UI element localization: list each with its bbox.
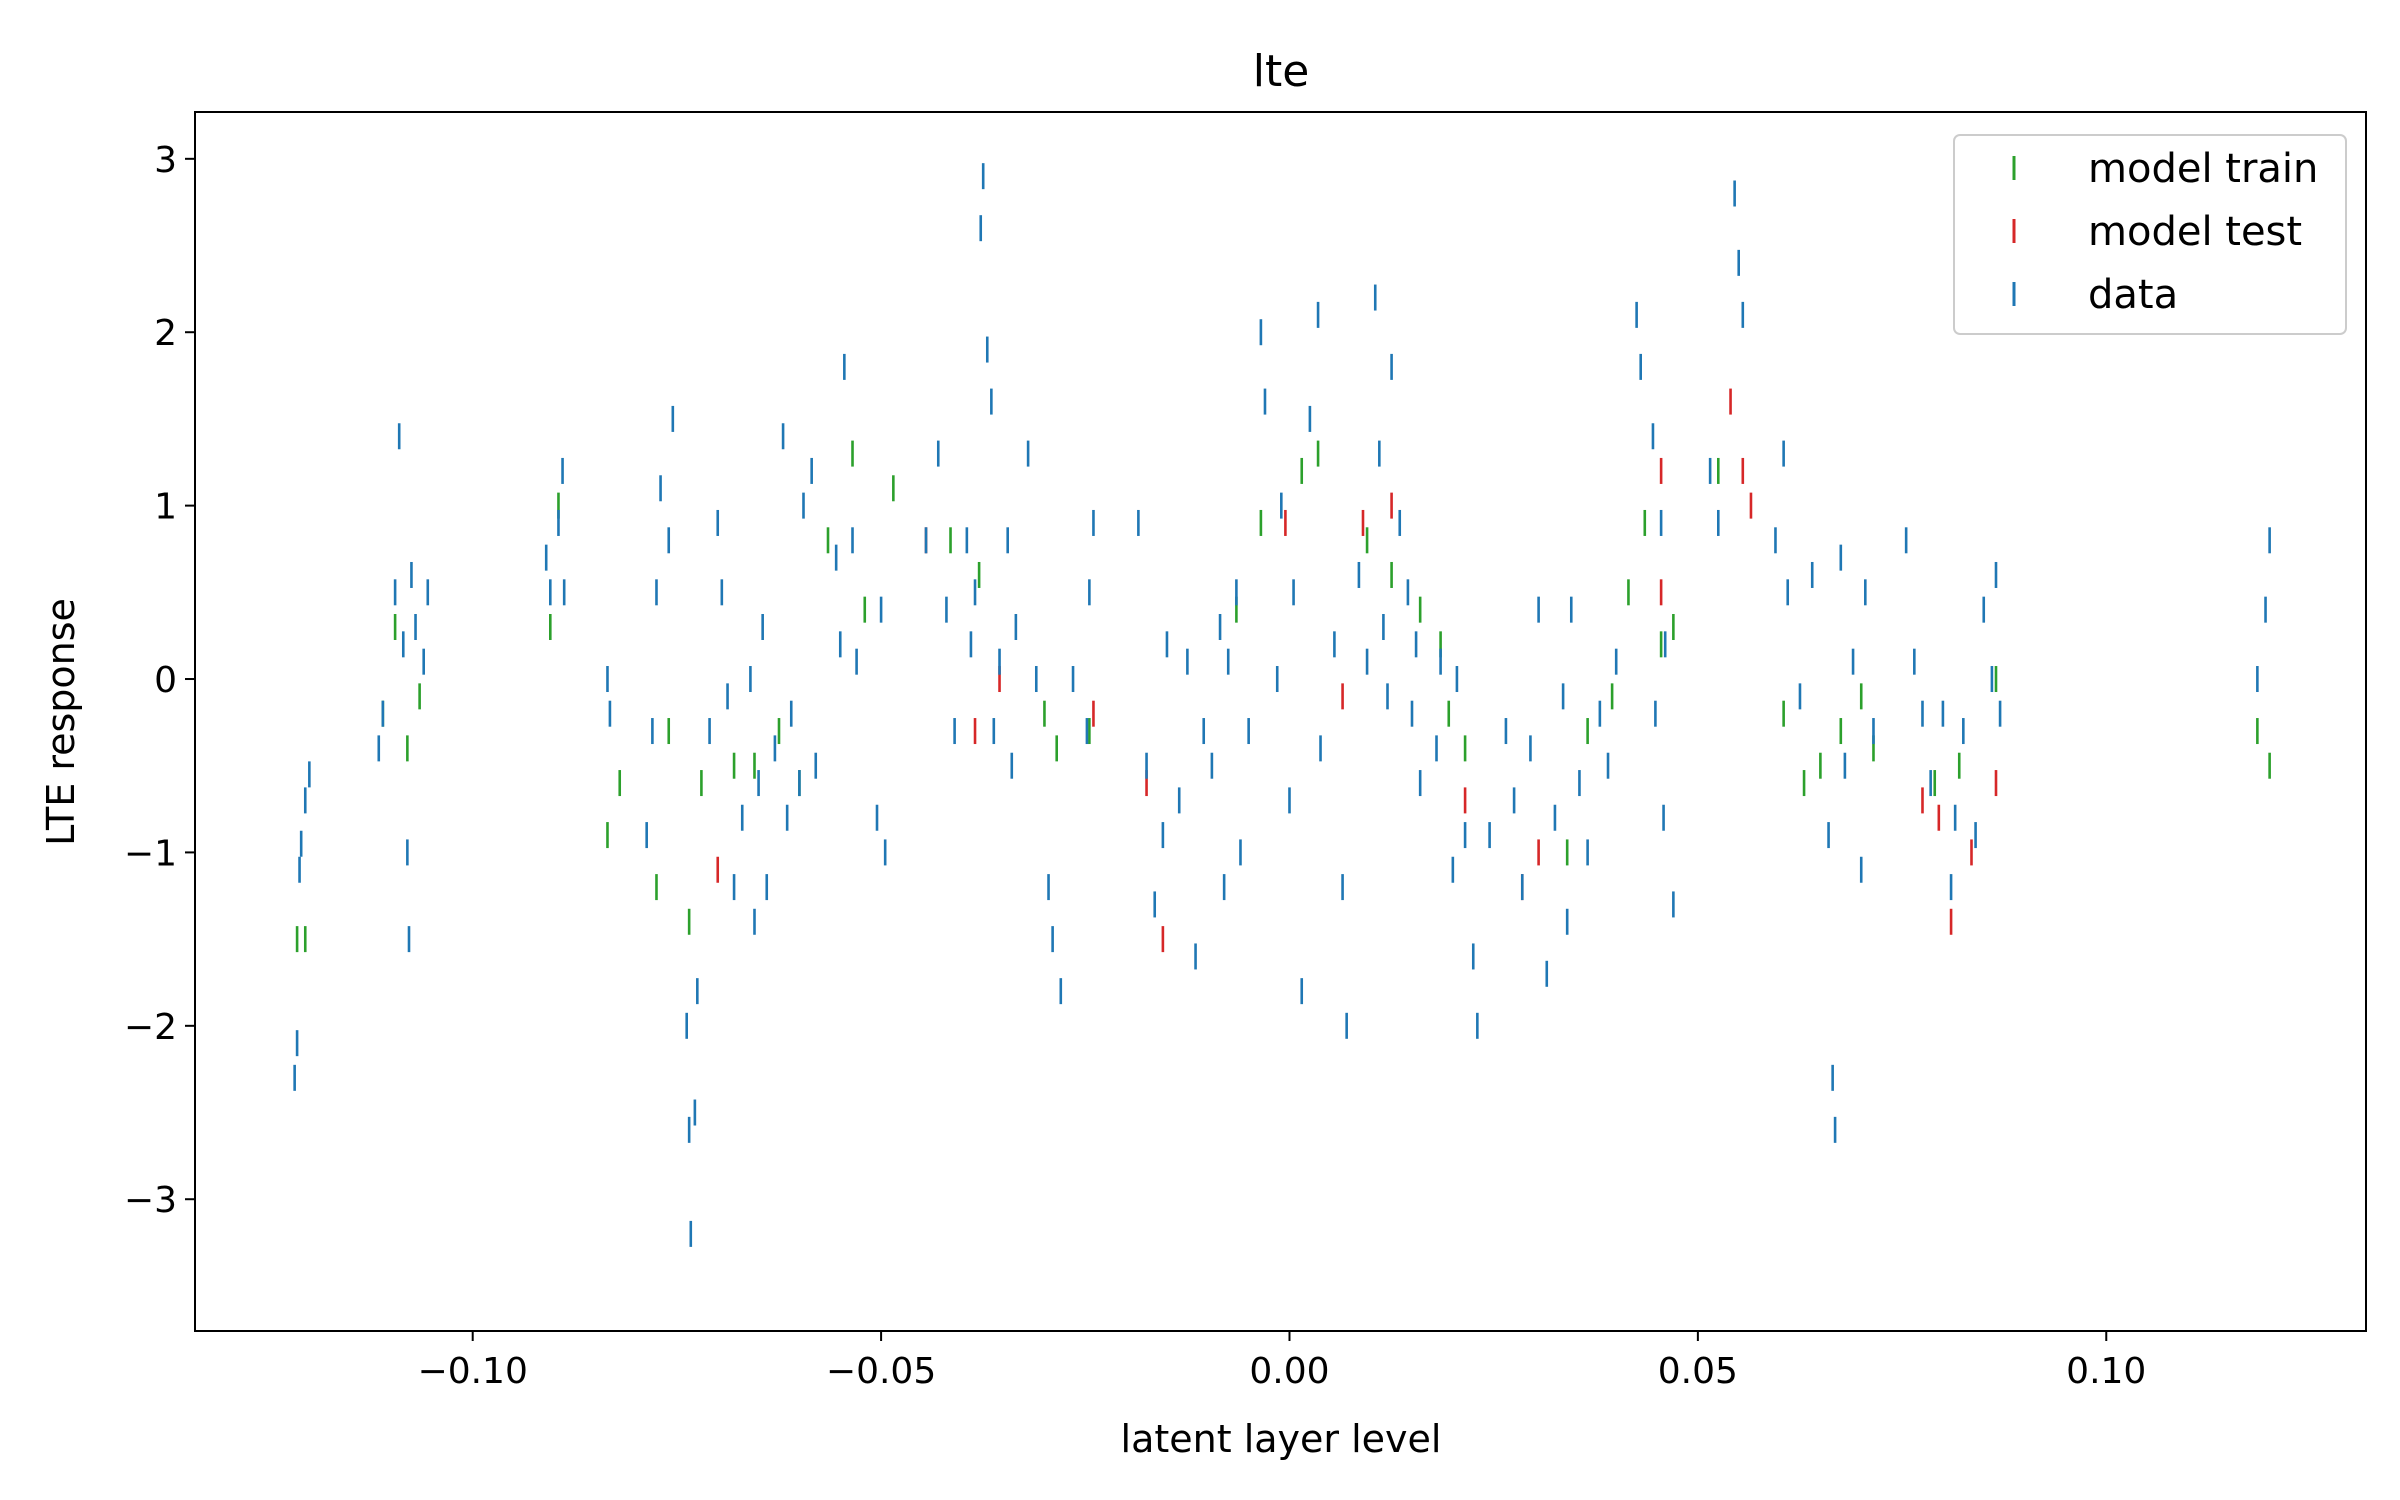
legend-box bbox=[1953, 134, 2347, 335]
y-tick-label: 2 bbox=[154, 313, 177, 354]
x-tick-label: 0.00 bbox=[1249, 1351, 1329, 1392]
plot-marks bbox=[293, 163, 2271, 1247]
x-axis-ticks: −0.10 −0.05 0.00 0.05 0.10 bbox=[418, 1331, 2146, 1392]
y-axis-ticks: 3 2 1 0 −1 −2 −3 bbox=[124, 140, 195, 1221]
chart-title: lte bbox=[1253, 46, 1310, 97]
legend-label: data bbox=[2088, 272, 2178, 318]
y-tick-label: −3 bbox=[124, 1180, 177, 1221]
series-data bbox=[293, 163, 2271, 1247]
x-axis-label: latent layer level bbox=[1121, 1417, 1442, 1461]
y-tick-label: −1 bbox=[124, 833, 177, 874]
x-tick-label: −0.10 bbox=[418, 1351, 528, 1392]
x-tick-label: −0.05 bbox=[826, 1351, 936, 1392]
y-tick-label: 0 bbox=[154, 660, 177, 701]
y-axis-label: LTE response bbox=[39, 598, 83, 846]
x-tick-label: 0.05 bbox=[1658, 1351, 1738, 1392]
legend-label: model test bbox=[2088, 209, 2302, 255]
y-tick-label: 1 bbox=[154, 487, 177, 528]
y-tick-label: −2 bbox=[124, 1007, 177, 1048]
x-tick-label: 0.10 bbox=[2066, 1351, 2146, 1392]
y-tick-label: 3 bbox=[154, 140, 177, 181]
legend: model train model test data bbox=[1953, 134, 2347, 335]
legend-label: model train bbox=[2088, 146, 2318, 192]
axes-frame bbox=[194, 111, 2367, 1332]
